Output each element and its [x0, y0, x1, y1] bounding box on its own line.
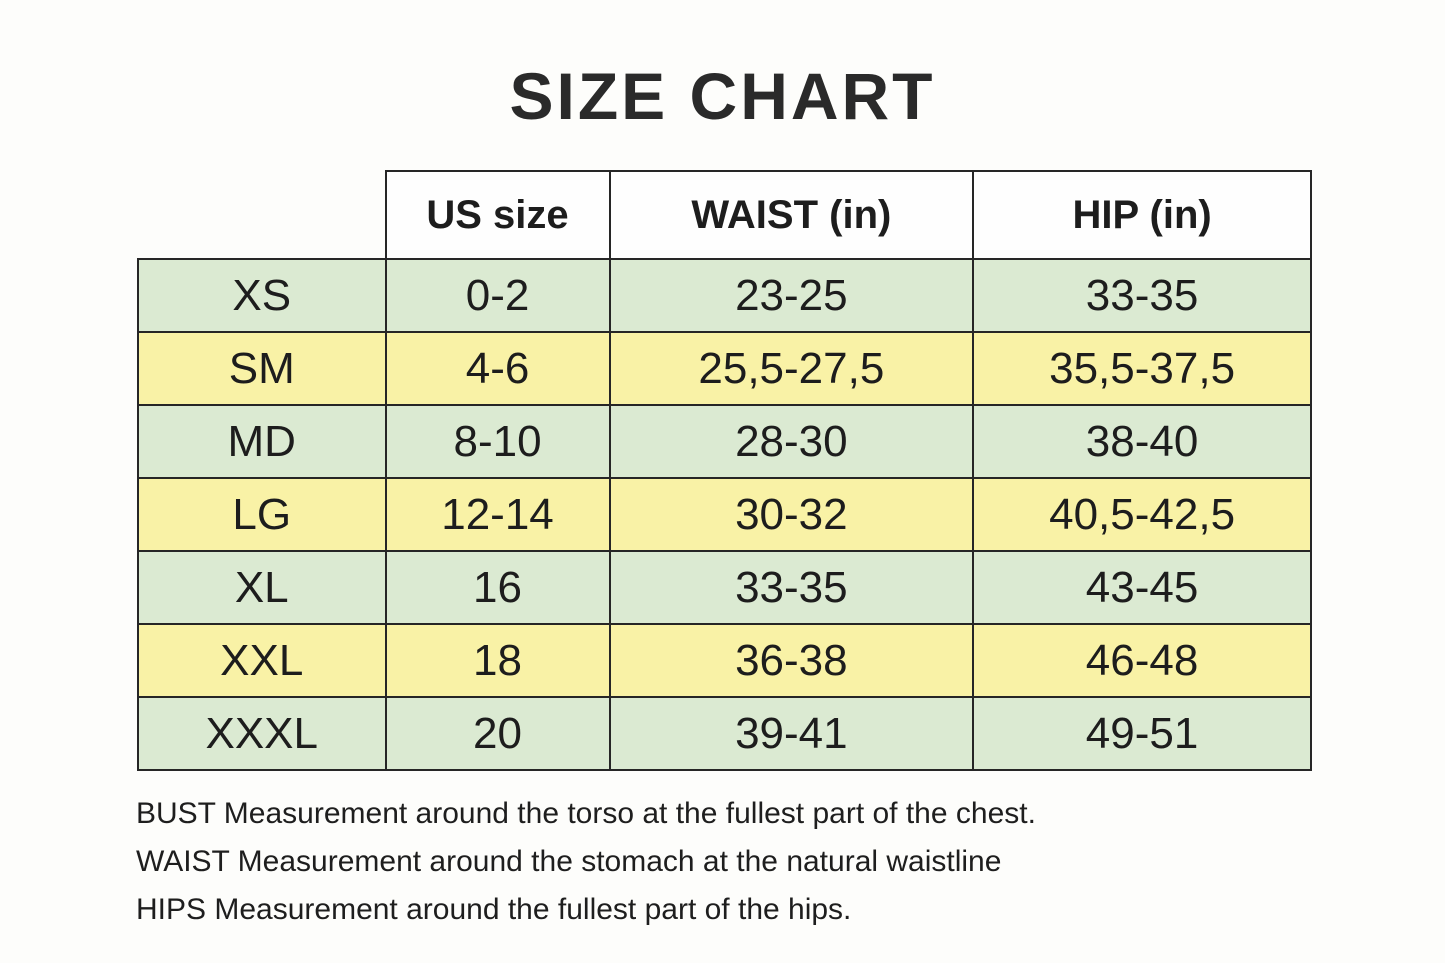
hip-value: 46-48	[972, 623, 1312, 698]
table-row-md: MD 8-10 28-30 38-40	[137, 404, 1312, 479]
table-row-xxl: XXL 18 36-38 46-48	[137, 623, 1312, 698]
hip-value: 38-40	[972, 404, 1312, 479]
table-row-xl: XL 16 33-35 43-45	[137, 550, 1312, 625]
waist-value: 25,5-27,5	[608, 331, 975, 406]
size-label: LG	[137, 477, 387, 552]
measurement-notes: BUST Measurement around the torso at the…	[136, 790, 1036, 934]
waist-value: 33-35	[608, 550, 975, 625]
table-row-xxxl: XXXL 20 39-41 49-51	[137, 696, 1312, 771]
waist-value: 36-38	[608, 623, 975, 698]
size-chart-table: US size WAIST (in) HIP (in) XS 0-2 23-25…	[137, 170, 1312, 771]
us-size-value: 20	[384, 696, 611, 771]
size-label: XXXL	[137, 696, 387, 771]
hip-value: 40,5-42,5	[972, 477, 1312, 552]
note-bust: BUST Measurement around the torso at the…	[136, 797, 1036, 830]
table-row-sm: SM 4-6 25,5-27,5 35,5-37,5	[137, 331, 1312, 406]
us-size-value: 18	[384, 623, 611, 698]
hip-value: 43-45	[972, 550, 1312, 625]
table-header-row: US size WAIST (in) HIP (in)	[138, 170, 1312, 260]
waist-value: 30-32	[608, 477, 975, 552]
size-label: MD	[137, 404, 387, 479]
waist-value: 23-25	[608, 258, 975, 333]
column-header-waist: WAIST (in)	[608, 170, 975, 260]
table-corner-blank	[138, 171, 386, 259]
page-title: SIZE CHART	[509, 59, 936, 133]
size-label: XS	[137, 258, 387, 333]
column-header-us-size: US size	[384, 170, 611, 260]
table-row-lg: LG 12-14 30-32 40,5-42,5	[137, 477, 1312, 552]
hip-value: 33-35	[972, 258, 1312, 333]
column-header-hip: HIP (in)	[972, 170, 1312, 260]
size-label: XL	[137, 550, 387, 625]
note-hips: HIPS Measurement around the fullest part…	[136, 893, 852, 926]
us-size-value: 8-10	[384, 404, 611, 479]
us-size-value: 16	[384, 550, 611, 625]
note-waist: WAIST Measurement around the stomach at …	[136, 845, 1002, 878]
us-size-value: 12-14	[384, 477, 611, 552]
hip-value: 49-51	[972, 696, 1312, 771]
size-label: SM	[137, 331, 387, 406]
waist-value: 39-41	[608, 696, 975, 771]
us-size-value: 0-2	[384, 258, 611, 333]
us-size-value: 4-6	[384, 331, 611, 406]
hip-value: 35,5-37,5	[972, 331, 1312, 406]
table-row-xs: XS 0-2 23-25 33-35	[137, 258, 1312, 333]
size-label: XXL	[137, 623, 387, 698]
waist-value: 28-30	[608, 404, 975, 479]
